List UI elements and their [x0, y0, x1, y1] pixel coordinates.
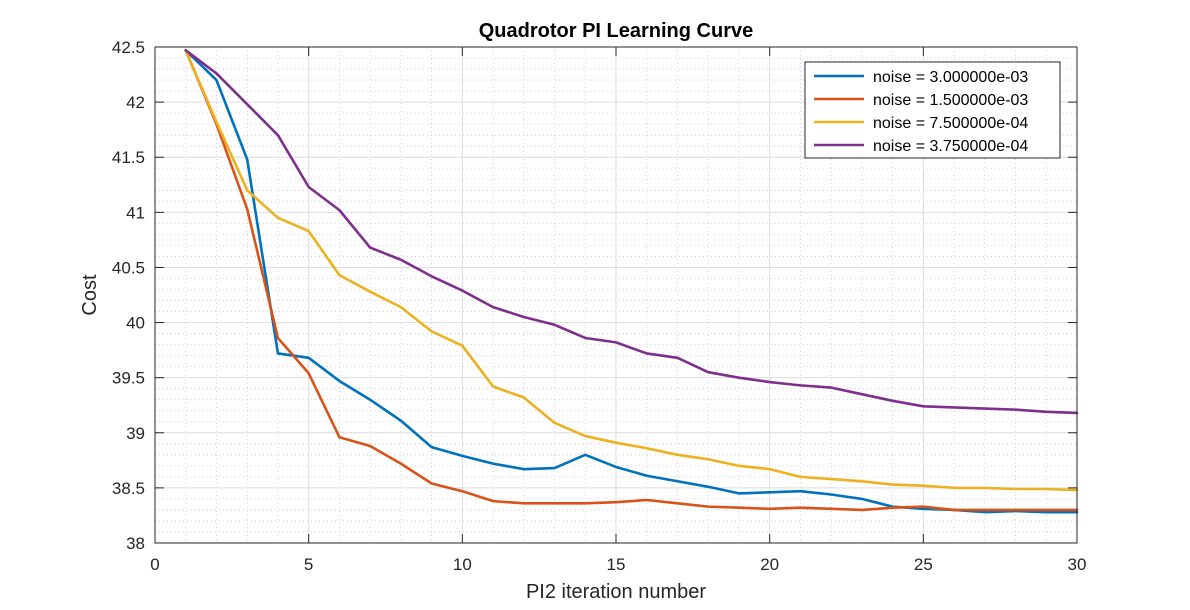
- legend-box: [804, 61, 1061, 159]
- series-line-3: [184, 49, 1079, 492]
- y-tick-label: 41: [126, 203, 145, 222]
- tick-marks: [154, 46, 1078, 544]
- legend-label-2: noise = 1.500000e-03: [873, 92, 1028, 109]
- x-tick-label: 30: [1068, 555, 1087, 574]
- y-tick-label: 42: [126, 93, 145, 112]
- series-line-1: [184, 49, 1079, 514]
- y-tick-label: 40.5: [112, 258, 145, 277]
- legend-label-1: noise = 3.000000e-03: [873, 69, 1028, 86]
- y-tick-label: 39.5: [112, 369, 145, 388]
- y-axis-title: Cost: [79, 274, 101, 316]
- y-tick-label: 38.5: [112, 479, 145, 498]
- y-tick-label: 38: [126, 534, 145, 553]
- y-tick-label: 42.5: [112, 38, 145, 57]
- y-tick-label: 40: [126, 314, 145, 333]
- x-tick-label: 5: [304, 555, 313, 574]
- y-tick-labels: 38 38.5 39 39.5 40 40.5 41 41.5 42 42.5: [112, 38, 145, 553]
- x-tick-label: 20: [760, 555, 779, 574]
- chart-title: Quadrotor PI Learning Curve: [479, 20, 753, 42]
- legend-label-3: noise = 7.500000e-04: [873, 115, 1028, 132]
- legend: noise = 3.000000e-03 noise = 1.500000e-03…: [804, 61, 1061, 159]
- x-tick-label: 10: [453, 555, 472, 574]
- series-line-2: [184, 49, 1079, 512]
- series-line-4: [184, 49, 1079, 415]
- x-tick-labels: 0 5 10 15 20 25 30: [150, 555, 1086, 574]
- x-tick-label: 0: [150, 555, 159, 574]
- y-tick-label: 39: [126, 424, 145, 443]
- x-axis-title: PI2 iteration number: [526, 581, 706, 603]
- series-layer: [184, 49, 1079, 514]
- x-tick-label: 25: [914, 555, 933, 574]
- y-tick-label: 41.5: [112, 148, 145, 167]
- legend-label-4: noise = 3.750000e-04: [873, 138, 1028, 155]
- x-tick-label: 15: [607, 555, 626, 574]
